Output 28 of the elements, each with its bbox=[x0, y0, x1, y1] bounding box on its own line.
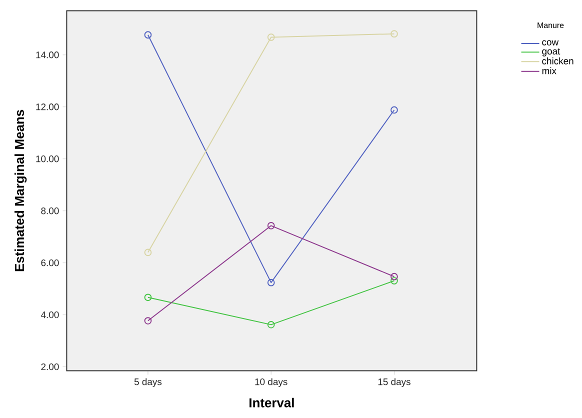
point bbox=[390, 106, 398, 114]
point bbox=[267, 34, 275, 41]
point bbox=[144, 317, 152, 324]
y-tick-label: 2.00 bbox=[41, 363, 59, 370]
point bbox=[267, 222, 275, 230]
x-tick-label: 10 days bbox=[255, 378, 288, 388]
y-tick-label: 10.00 bbox=[36, 156, 59, 162]
point bbox=[267, 278, 275, 286]
point bbox=[144, 248, 152, 256]
legend-label: goat bbox=[542, 48, 560, 56]
legend-label: chicken bbox=[542, 57, 574, 64]
legend-label: cow bbox=[542, 40, 559, 46]
point bbox=[390, 277, 398, 284]
y-tick-label: 8.00 bbox=[41, 207, 59, 214]
x-axis-title: Interval bbox=[250, 398, 294, 408]
point bbox=[390, 30, 398, 38]
point bbox=[267, 320, 275, 328]
point bbox=[144, 294, 152, 302]
y-tick-label: 6.00 bbox=[41, 259, 59, 266]
x-tick-label: 15 days bbox=[378, 378, 410, 388]
point bbox=[144, 31, 152, 39]
legend-label: mix bbox=[542, 67, 556, 74]
x-tick-label: 5 days bbox=[134, 378, 162, 388]
y-tick-label: 12.00 bbox=[36, 104, 59, 110]
point bbox=[390, 272, 398, 280]
y-tick-label: 4.00 bbox=[40, 311, 59, 318]
y-tick-label: 14.00 bbox=[36, 52, 59, 58]
y-axis-title: Estimated Marginal Means bbox=[14, 110, 27, 272]
